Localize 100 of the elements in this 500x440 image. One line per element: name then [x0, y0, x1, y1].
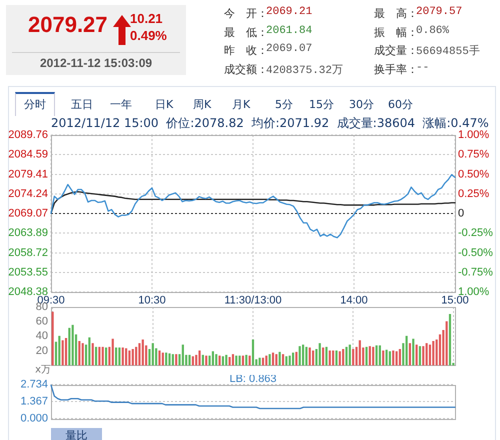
text: 30分 — [348, 97, 375, 113]
bar — [182, 344, 184, 366]
bar — [252, 340, 254, 366]
text: 2061.84 — [266, 24, 312, 36]
y-tick-label: 20 — [36, 344, 48, 357]
bar — [165, 352, 168, 366]
text: 月K — [231, 97, 252, 113]
text: 2079.57 — [416, 6, 462, 18]
bar — [392, 350, 394, 366]
bar — [388, 351, 391, 366]
text: 0.49% — [130, 28, 167, 43]
bar — [298, 346, 301, 366]
x-tick-label: 10:30 — [138, 294, 166, 307]
y-tick-label: 40 — [36, 330, 48, 342]
bar — [385, 350, 388, 366]
bar — [268, 354, 271, 366]
bar — [335, 350, 338, 366]
bar — [358, 340, 361, 366]
bar — [58, 336, 60, 366]
bar — [52, 312, 54, 366]
bar — [68, 328, 70, 366]
bar — [195, 354, 198, 366]
text: 2012-11-12 15:03:09 — [38, 56, 154, 70]
y-tick-label: 2053.55 — [8, 266, 48, 278]
bar — [278, 352, 281, 366]
text: 2079.27 — [28, 12, 108, 38]
bar — [368, 346, 371, 366]
bar — [398, 349, 401, 366]
bar — [426, 343, 428, 366]
text: 振 幅： — [374, 24, 418, 40]
text: 0.86% — [416, 24, 450, 36]
y-tick-label: 2069.07 — [8, 208, 48, 220]
text: 今 开： — [224, 7, 268, 21]
bar — [205, 356, 208, 366]
text: 日K — [154, 97, 174, 113]
bar — [448, 314, 452, 366]
bar — [272, 352, 274, 366]
y2-tick-label: 0.25% — [458, 188, 490, 200]
bar — [258, 358, 261, 366]
x-tick-label: 14:00 — [340, 294, 368, 307]
bar — [232, 354, 234, 366]
bar — [88, 337, 90, 366]
bar — [348, 344, 351, 366]
bar — [312, 350, 314, 366]
bar — [292, 352, 294, 366]
bar — [275, 354, 278, 366]
text: 分时 — [15, 92, 55, 116]
text: 最 低： — [224, 24, 268, 40]
bar — [428, 344, 432, 366]
text: 15分 — [308, 97, 335, 113]
bar — [105, 348, 108, 366]
bar — [225, 354, 228, 366]
bar — [162, 352, 164, 366]
text: 昨 收： — [224, 44, 268, 58]
bar — [318, 343, 321, 366]
bar — [352, 349, 354, 366]
text: 成交量： — [374, 43, 418, 58]
y-tick-label: 1.367 — [20, 396, 48, 408]
bar — [115, 348, 118, 366]
text: 一年 — [109, 97, 133, 113]
bar — [198, 350, 201, 366]
bar — [328, 350, 331, 366]
bar — [82, 343, 84, 366]
bar — [92, 343, 94, 366]
bar — [175, 354, 178, 366]
bar — [408, 343, 412, 366]
bar — [72, 324, 74, 366]
y-tick-label: 2058.72 — [8, 246, 48, 259]
bar — [338, 351, 341, 366]
bar — [142, 340, 144, 366]
bar — [62, 340, 64, 366]
bar — [308, 348, 311, 366]
y-tick-label: 2.734 — [20, 378, 48, 391]
bar — [446, 321, 448, 366]
bar — [288, 356, 291, 366]
y2-tick-label: 1.00% — [458, 129, 490, 142]
text: 2069.07 — [266, 43, 312, 55]
text: 最 高： — [374, 7, 418, 21]
bar — [302, 344, 304, 366]
y-tick-label: 60 — [36, 316, 48, 328]
bar — [128, 350, 131, 366]
text: 周K — [192, 97, 212, 113]
bar — [172, 354, 174, 366]
text: 4208375.32万 — [266, 64, 344, 76]
text: -- — [416, 62, 430, 74]
y-tick-label: 2074.24 — [8, 188, 48, 200]
bar — [245, 354, 248, 366]
y-axis-title: x万 — [35, 364, 51, 376]
bar — [138, 343, 141, 366]
text: 成交额： — [224, 62, 268, 76]
bar — [215, 354, 218, 366]
bar — [432, 340, 434, 366]
y-tick-label: 0.000 — [20, 412, 48, 424]
y2-tick-label: -0.25% — [458, 227, 494, 240]
bar — [132, 349, 134, 366]
bar — [152, 343, 154, 366]
bar — [375, 345, 378, 366]
x-tick-label: 11:30/13:00 — [224, 294, 282, 307]
y2-tick-label: 0 — [458, 208, 464, 220]
bar — [412, 338, 414, 366]
